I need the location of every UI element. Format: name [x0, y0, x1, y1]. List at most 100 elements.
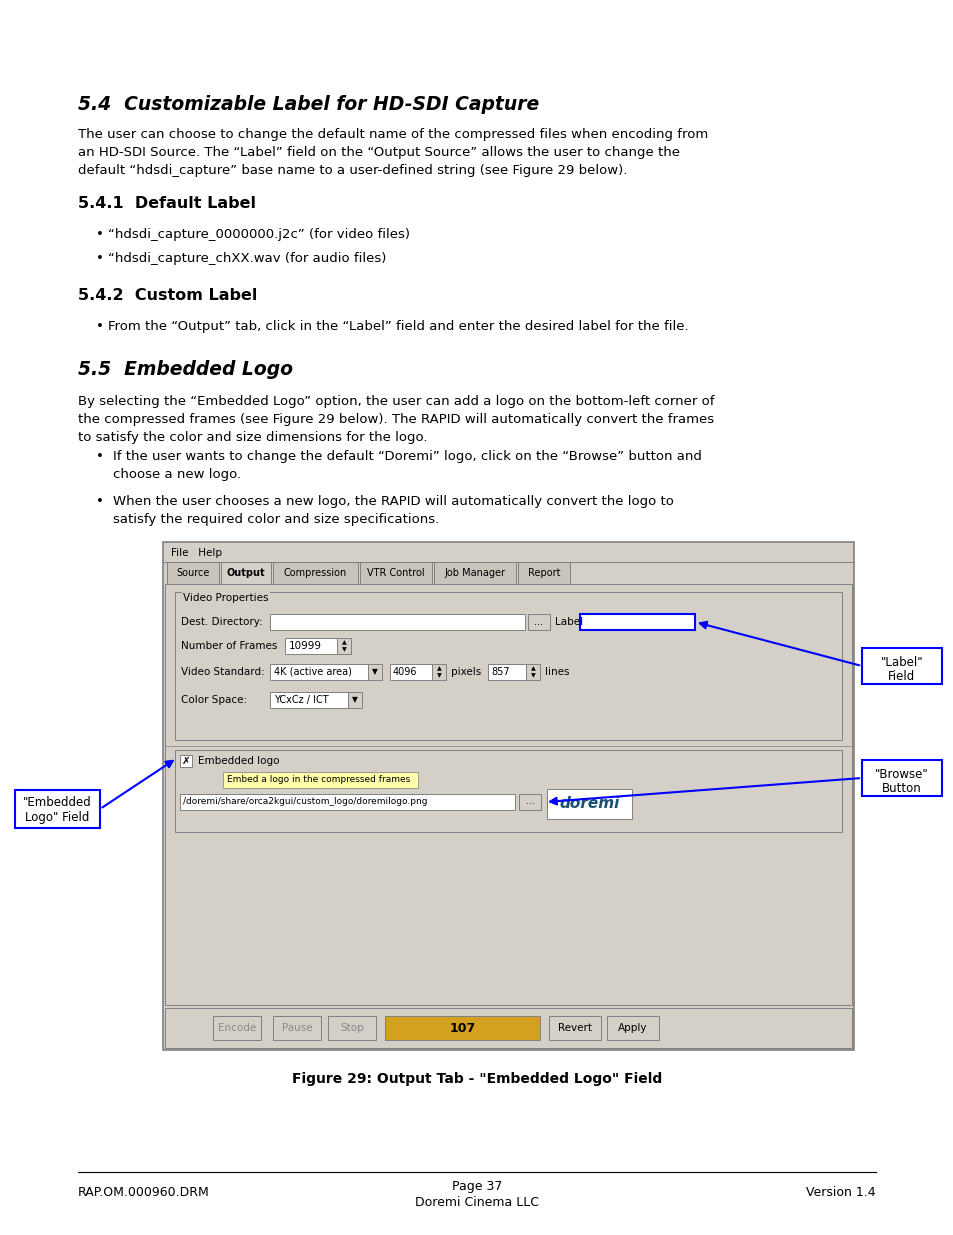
Text: Report: Report: [527, 568, 559, 578]
FancyBboxPatch shape: [862, 648, 941, 684]
Text: •: •: [96, 450, 104, 463]
FancyBboxPatch shape: [163, 542, 853, 1050]
FancyBboxPatch shape: [548, 1016, 600, 1040]
Text: Compression: Compression: [284, 568, 347, 578]
Text: Page 37: Page 37: [452, 1179, 501, 1193]
Text: Output: Output: [227, 568, 265, 578]
Text: By selecting the “Embedded Logo” option, the user can add a logo on the bottom-l: By selecting the “Embedded Logo” option,…: [78, 395, 714, 408]
FancyBboxPatch shape: [432, 664, 446, 680]
FancyBboxPatch shape: [270, 692, 348, 708]
FancyBboxPatch shape: [579, 614, 695, 630]
Text: ▼: ▼: [436, 673, 441, 678]
Text: ▼: ▼: [530, 673, 535, 678]
Text: Revert: Revert: [558, 1023, 592, 1032]
Text: •: •: [96, 228, 104, 241]
Text: RAP.OM.000960.DRM: RAP.OM.000960.DRM: [78, 1186, 210, 1199]
Text: Logo" Field: Logo" Field: [26, 810, 90, 824]
Text: “hdsdi_capture_chXX.wav (for audio files): “hdsdi_capture_chXX.wav (for audio files…: [108, 252, 386, 266]
Text: “hdsdi_capture_0000000.j2c” (for video files): “hdsdi_capture_0000000.j2c” (for video f…: [108, 228, 410, 241]
Text: Doremi Cinema LLC: Doremi Cinema LLC: [415, 1195, 538, 1209]
Text: an HD-SDI Source. The “Label” field on the “Output Source” allows the user to ch: an HD-SDI Source. The “Label” field on t…: [78, 146, 679, 159]
Text: ▼: ▼: [341, 647, 346, 652]
Text: Button: Button: [882, 782, 921, 794]
Text: ▲: ▲: [341, 641, 346, 646]
Text: ▲: ▲: [436, 667, 441, 672]
FancyBboxPatch shape: [223, 772, 417, 788]
Text: Embed a logo in the compressed frames: Embed a logo in the compressed frames: [227, 776, 410, 784]
Text: 5.4.1  Default Label: 5.4.1 Default Label: [78, 196, 255, 211]
Text: ▼: ▼: [372, 667, 377, 677]
Text: Label: Label: [555, 618, 582, 627]
Text: 107: 107: [449, 1021, 476, 1035]
FancyBboxPatch shape: [174, 592, 841, 740]
Text: File   Help: File Help: [171, 548, 222, 558]
FancyBboxPatch shape: [862, 760, 941, 797]
FancyBboxPatch shape: [165, 1008, 851, 1049]
Text: From the “Output” tab, click in the “Label” field and enter the desired label fo: From the “Output” tab, click in the “Lab…: [108, 320, 688, 333]
Text: "Label": "Label": [880, 656, 923, 668]
Text: ▲: ▲: [530, 667, 535, 672]
Text: ...: ...: [525, 798, 534, 806]
FancyBboxPatch shape: [368, 664, 381, 680]
FancyBboxPatch shape: [213, 1016, 261, 1040]
FancyBboxPatch shape: [270, 614, 524, 630]
FancyBboxPatch shape: [336, 638, 351, 655]
Text: ...: ...: [534, 618, 543, 627]
FancyBboxPatch shape: [434, 562, 516, 584]
FancyBboxPatch shape: [221, 562, 271, 584]
FancyBboxPatch shape: [348, 692, 361, 708]
FancyBboxPatch shape: [273, 562, 357, 584]
Text: doremi: doremi: [558, 797, 619, 811]
Text: •: •: [96, 495, 104, 508]
Text: If the user wants to change the default “Doremi” logo, click on the “Browse” but: If the user wants to change the default …: [112, 450, 701, 463]
Text: /doremi/share/orca2kgui/custom_logo/doremilogo.png: /doremi/share/orca2kgui/custom_logo/dore…: [183, 798, 427, 806]
Text: "Browse": "Browse": [874, 767, 928, 781]
FancyBboxPatch shape: [15, 790, 100, 827]
FancyBboxPatch shape: [180, 794, 515, 810]
Text: Job Manager: Job Manager: [444, 568, 505, 578]
Text: Figure 29: Output Tab - "Embedded Logo" Field: Figure 29: Output Tab - "Embedded Logo" …: [292, 1072, 661, 1086]
Text: 4K (active area): 4K (active area): [274, 667, 352, 677]
FancyBboxPatch shape: [174, 750, 841, 832]
FancyBboxPatch shape: [525, 664, 539, 680]
Text: •: •: [96, 252, 104, 266]
Text: satisfy the required color and size specifications.: satisfy the required color and size spec…: [112, 513, 438, 526]
FancyBboxPatch shape: [165, 584, 851, 1005]
FancyBboxPatch shape: [488, 664, 525, 680]
Text: •: •: [96, 320, 104, 333]
Text: 4096: 4096: [393, 667, 417, 677]
FancyBboxPatch shape: [328, 1016, 375, 1040]
Text: ▼: ▼: [352, 695, 357, 704]
Text: The user can choose to change the default name of the compressed files when enco: The user can choose to change the defaul…: [78, 128, 707, 141]
Text: Number of Frames: Number of Frames: [181, 641, 277, 651]
Text: Color Space:: Color Space:: [181, 695, 247, 705]
Text: Field: Field: [887, 669, 915, 683]
Text: Video Standard:: Video Standard:: [181, 667, 265, 677]
Text: Source: Source: [176, 568, 210, 578]
Text: 857: 857: [491, 667, 509, 677]
Text: Video Properties: Video Properties: [183, 593, 268, 603]
FancyBboxPatch shape: [180, 755, 192, 767]
Text: ✗: ✗: [181, 756, 191, 766]
Text: VTR Control: VTR Control: [367, 568, 424, 578]
Text: 5.4.2  Custom Label: 5.4.2 Custom Label: [78, 288, 257, 303]
FancyBboxPatch shape: [359, 562, 432, 584]
Text: Version 1.4: Version 1.4: [805, 1186, 875, 1199]
Text: 10999: 10999: [289, 641, 322, 651]
Text: Apply: Apply: [618, 1023, 647, 1032]
FancyBboxPatch shape: [285, 638, 336, 655]
FancyBboxPatch shape: [546, 789, 631, 819]
Text: 5.5  Embedded Logo: 5.5 Embedded Logo: [78, 359, 293, 379]
FancyBboxPatch shape: [527, 614, 550, 630]
Text: to satisfy the color and size dimensions for the logo.: to satisfy the color and size dimensions…: [78, 431, 427, 445]
Text: Encode: Encode: [217, 1023, 255, 1032]
Text: the compressed frames (see Figure 29 below). The RAPID will automatically conver: the compressed frames (see Figure 29 bel…: [78, 412, 714, 426]
Text: lines: lines: [544, 667, 569, 677]
FancyBboxPatch shape: [517, 562, 569, 584]
Text: Embedded logo: Embedded logo: [198, 756, 279, 766]
Text: "Embedded: "Embedded: [23, 797, 91, 809]
Text: Dest. Directory:: Dest. Directory:: [181, 618, 262, 627]
FancyBboxPatch shape: [167, 562, 219, 584]
Text: 5.4  Customizable Label for HD-SDI Capture: 5.4 Customizable Label for HD-SDI Captur…: [78, 95, 538, 114]
FancyBboxPatch shape: [390, 664, 432, 680]
